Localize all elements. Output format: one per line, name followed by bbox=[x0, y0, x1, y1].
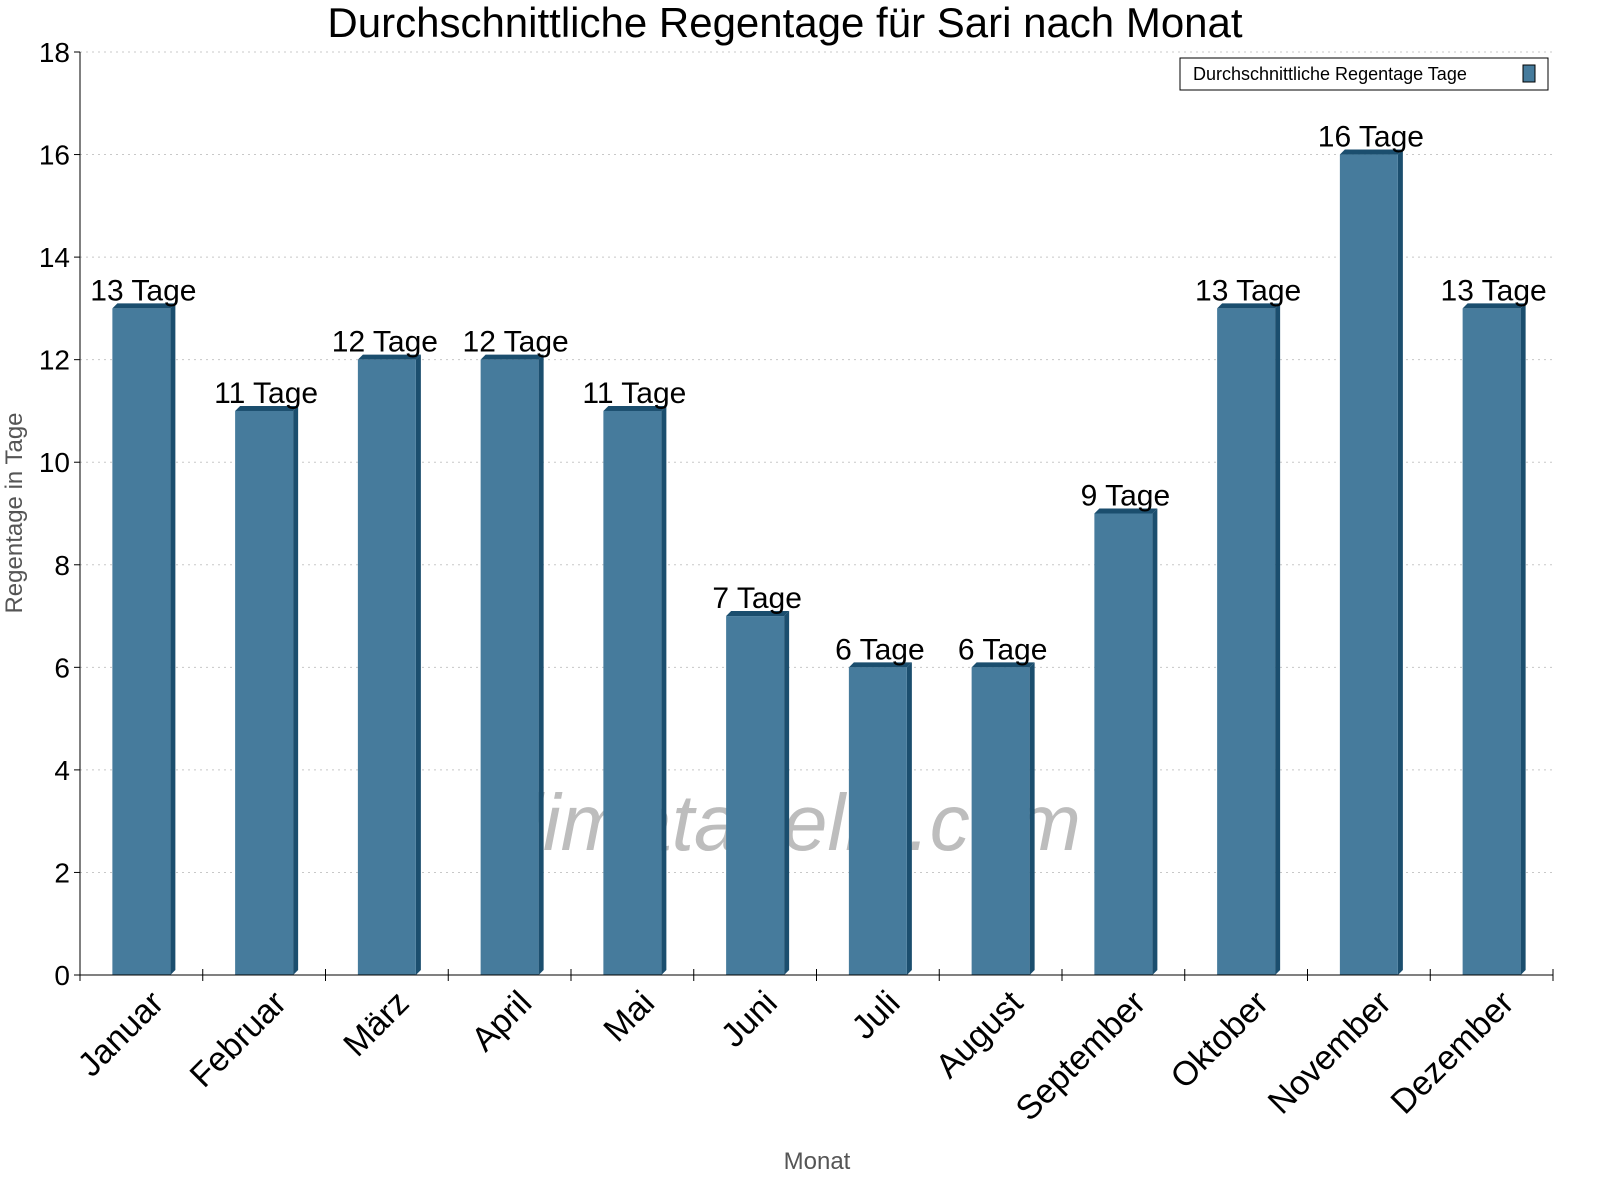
bar-top bbox=[1094, 508, 1158, 514]
x-tick-label: Juli bbox=[845, 984, 908, 1047]
bar-side bbox=[170, 303, 176, 975]
y-tick-label: 18 bbox=[39, 37, 70, 68]
bar-side bbox=[784, 611, 790, 975]
data-label: 12 Tage bbox=[463, 326, 569, 359]
bar-side bbox=[415, 354, 421, 976]
data-label: 6 Tage bbox=[835, 633, 925, 666]
bars: 13 Tage 11 Tage 12 Tage 12 Tage 11 Tage 7 Tag… bbox=[90, 121, 1547, 976]
y-tick-label: 14 bbox=[39, 242, 70, 273]
bar bbox=[235, 410, 294, 975]
x-tick-label: April bbox=[464, 984, 539, 1059]
x-tick-label: September bbox=[1009, 984, 1153, 1128]
bar-side bbox=[661, 405, 667, 975]
gridlines bbox=[80, 51, 1553, 873]
x-tick-label: Januar bbox=[71, 984, 171, 1084]
y-tick-label: 0 bbox=[54, 960, 70, 991]
data-label: 13 Tage bbox=[1441, 274, 1547, 307]
x-tick-label: Juni bbox=[714, 984, 785, 1055]
y-axis-label: Regentage in Tage bbox=[1, 412, 28, 613]
bar-side bbox=[1397, 149, 1403, 976]
x-tick-label: März bbox=[336, 984, 416, 1064]
y-tick-label: 10 bbox=[39, 447, 70, 478]
x-tick-label: Oktober bbox=[1163, 984, 1275, 1096]
data-label: 7 Tage bbox=[712, 582, 802, 615]
bar-side bbox=[1275, 303, 1281, 975]
x-tick-label: August bbox=[929, 983, 1031, 1085]
legend-label: Durchschnittliche Regentage Tage bbox=[1193, 64, 1467, 84]
bar bbox=[848, 667, 907, 975]
bar bbox=[112, 308, 171, 975]
bar bbox=[1094, 513, 1153, 975]
y-tick-label: 4 bbox=[54, 755, 70, 786]
x-tick-label: Mai bbox=[596, 984, 662, 1050]
bar-top bbox=[971, 662, 1035, 668]
bar-top bbox=[1339, 149, 1403, 155]
bar-side bbox=[906, 662, 912, 975]
legend-swatch bbox=[1522, 64, 1536, 83]
bar bbox=[1217, 308, 1276, 975]
bar bbox=[603, 410, 662, 975]
y-tick-label: 6 bbox=[54, 652, 70, 683]
bar-top bbox=[726, 611, 790, 617]
bar bbox=[1462, 308, 1521, 975]
bar-top bbox=[480, 354, 544, 360]
bar-side bbox=[1152, 508, 1158, 975]
legend: Durchschnittliche Regentage Tage bbox=[1179, 57, 1549, 91]
bar bbox=[971, 667, 1030, 975]
bar-top bbox=[1217, 303, 1281, 309]
bar bbox=[1339, 154, 1398, 976]
x-tick-label: November bbox=[1261, 984, 1399, 1122]
y-tick-label: 2 bbox=[54, 857, 70, 888]
bar bbox=[726, 616, 785, 975]
bar bbox=[480, 359, 539, 976]
bar-top bbox=[848, 662, 912, 668]
bar-side bbox=[538, 354, 544, 976]
data-label: 11 Tage bbox=[582, 377, 686, 410]
bar-side bbox=[1520, 303, 1526, 975]
data-label: 9 Tage bbox=[1081, 480, 1171, 513]
bar-top bbox=[357, 354, 421, 360]
data-label: 13 Tage bbox=[90, 274, 196, 307]
bar-top bbox=[235, 405, 299, 411]
y-tick-label: 8 bbox=[54, 550, 70, 581]
y-tick-label: 12 bbox=[39, 345, 70, 376]
y-tick-label: 16 bbox=[39, 140, 70, 171]
bar-top bbox=[603, 405, 667, 411]
bar-side bbox=[293, 405, 299, 975]
chart-title: Durchschnittliche Regentage für Sari nac… bbox=[327, 0, 1242, 46]
x-axis-label: Monat bbox=[784, 1148, 851, 1175]
data-label: 16 Tage bbox=[1318, 121, 1424, 154]
legend-box bbox=[1179, 57, 1549, 91]
data-label: 11 Tage bbox=[214, 377, 318, 410]
bar-top bbox=[1462, 303, 1526, 309]
bar-side bbox=[1029, 662, 1035, 975]
x-tick-label: Februar bbox=[183, 984, 294, 1095]
data-label: 6 Tage bbox=[958, 633, 1048, 666]
bar-top bbox=[112, 303, 176, 309]
bar bbox=[357, 359, 416, 976]
x-tick-label: Dezember bbox=[1384, 984, 1522, 1122]
data-label: 13 Tage bbox=[1195, 274, 1301, 307]
data-label: 12 Tage bbox=[332, 326, 438, 359]
